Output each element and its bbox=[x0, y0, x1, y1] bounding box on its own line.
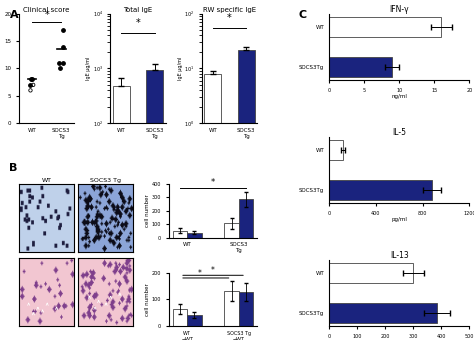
Point bbox=[27, 88, 34, 93]
Bar bbox=[204, 74, 221, 340]
Text: *: * bbox=[211, 178, 215, 187]
Bar bbox=[329, 57, 392, 77]
Title: SOCS3 Tg: SOCS3 Tg bbox=[90, 178, 121, 184]
Point bbox=[60, 60, 67, 66]
Title: Total IgE: Total IgE bbox=[123, 6, 153, 13]
Bar bbox=[113, 86, 130, 340]
Bar bbox=[239, 292, 253, 326]
Bar bbox=[187, 315, 202, 326]
Bar bbox=[329, 140, 343, 160]
Title: IL-13: IL-13 bbox=[390, 251, 409, 260]
Text: *: * bbox=[211, 266, 215, 275]
Point bbox=[27, 77, 35, 82]
Y-axis label: IgE μg/ml: IgE μg/ml bbox=[86, 57, 91, 80]
Text: *: * bbox=[227, 13, 232, 23]
Point bbox=[56, 66, 64, 71]
X-axis label: ng/ml: ng/ml bbox=[391, 94, 407, 99]
Text: A: A bbox=[9, 10, 18, 20]
Point bbox=[55, 60, 63, 66]
Bar bbox=[239, 199, 253, 238]
Point bbox=[29, 82, 37, 88]
Title: Clinical score: Clinical score bbox=[24, 6, 70, 13]
Title: RW specific IgE: RW specific IgE bbox=[203, 6, 256, 13]
Bar bbox=[329, 180, 432, 200]
Point bbox=[26, 82, 34, 88]
Bar bbox=[329, 303, 437, 323]
Point bbox=[59, 27, 67, 33]
Bar bbox=[224, 291, 239, 326]
Bar bbox=[238, 50, 255, 340]
X-axis label: pg/ml: pg/ml bbox=[391, 217, 407, 222]
Bar bbox=[173, 231, 187, 238]
Y-axis label: IgE μg/ml: IgE μg/ml bbox=[178, 57, 182, 80]
Title: IFN-γ: IFN-γ bbox=[389, 4, 409, 14]
Text: C: C bbox=[299, 10, 307, 20]
Text: B: B bbox=[9, 163, 18, 173]
Bar bbox=[329, 263, 413, 283]
Bar bbox=[224, 223, 239, 238]
Text: *: * bbox=[44, 10, 49, 20]
Text: *: * bbox=[198, 269, 202, 278]
Title: WT: WT bbox=[42, 178, 52, 184]
Bar bbox=[329, 17, 441, 37]
Y-axis label: cell number: cell number bbox=[146, 194, 150, 227]
Bar bbox=[173, 309, 187, 326]
Bar bbox=[187, 233, 202, 238]
Text: *: * bbox=[136, 18, 140, 28]
Point bbox=[59, 44, 67, 49]
Point bbox=[28, 77, 36, 82]
Title: IL-5: IL-5 bbox=[392, 128, 406, 137]
Bar bbox=[146, 70, 163, 340]
Y-axis label: cell number: cell number bbox=[146, 283, 150, 316]
